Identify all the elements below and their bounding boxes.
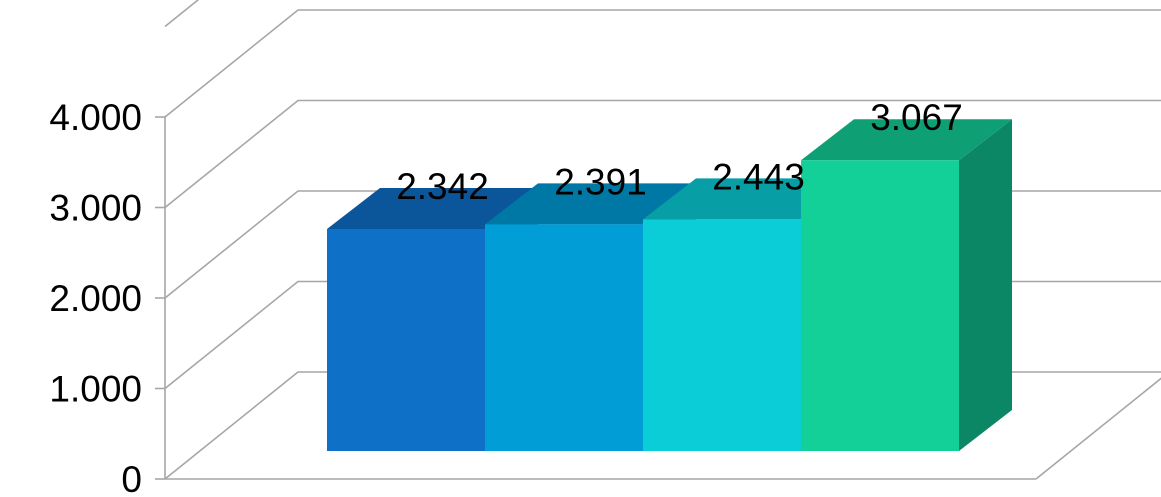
y-axis: 0 1.000 2.000 3.000 4.000 [49,97,142,497]
data-label-1: 2.342 [396,166,489,207]
gridline-3000 [164,99,1161,209]
gridline-4000 [164,9,1161,118]
bar-front [801,160,959,451]
bar-4 [801,119,1012,451]
floor-right-edge [1035,377,1161,480]
gridline-5000 [164,0,200,28]
bar-top [801,119,1012,161]
data-label-3: 2.443 [712,156,805,197]
bar-front [327,228,485,451]
y-tick-label: 3.000 [49,188,142,229]
bar-side [959,119,1012,451]
y-tick-label: 1.000 [49,369,142,410]
bar-top [485,183,696,225]
y-tick-label: 0 [121,459,142,497]
y-tick-label: 2.000 [49,278,142,319]
y-tick-label: 4.000 [49,97,142,138]
bar-series [327,119,1012,452]
bar-front [643,219,801,451]
chart-gridlines [155,0,1161,480]
data-label-4: 3.067 [870,97,963,138]
data-labels: 2.342 2.391 2.443 3.067 [396,97,963,207]
bar-front [485,224,643,451]
bar-top [327,187,538,229]
data-label-2: 2.391 [554,161,647,202]
